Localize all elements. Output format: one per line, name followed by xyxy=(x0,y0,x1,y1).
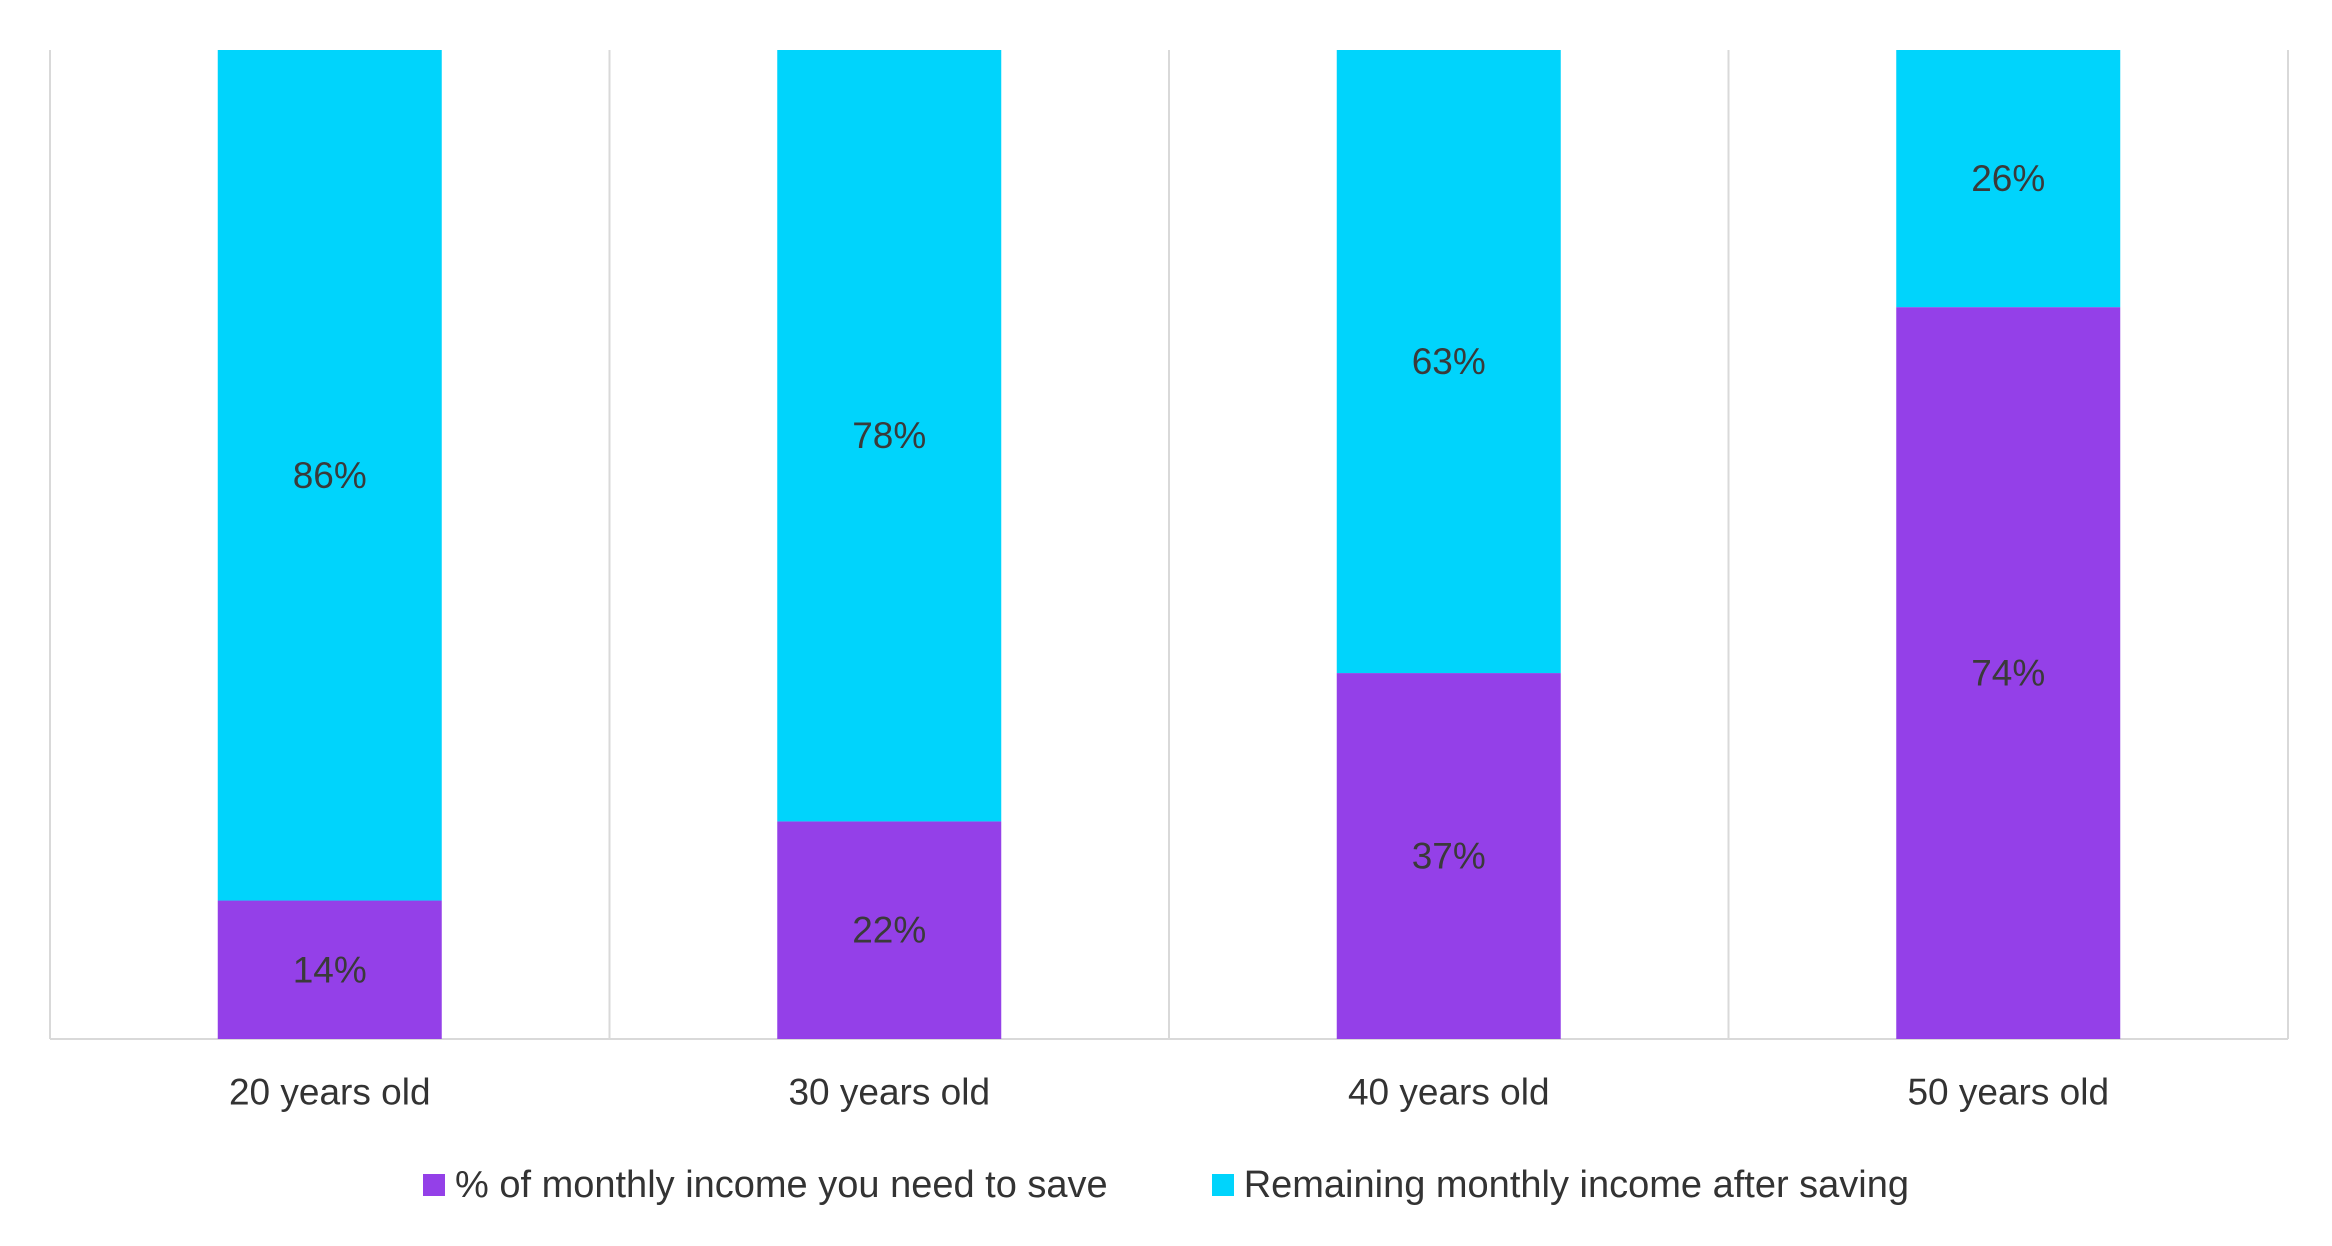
data-label: 22% xyxy=(852,910,926,951)
legend-swatch xyxy=(1211,1174,1234,1196)
data-label: 86% xyxy=(293,455,367,496)
data-labels: 14% 86% 22% 78% 37% 63% 74% 26% xyxy=(293,158,2046,990)
x-tick-label: 30 years old xyxy=(788,1072,990,1113)
bar-segment-save-1 xyxy=(217,900,442,1039)
legend-label: Remaining monthly income after saving xyxy=(1243,1163,1910,1206)
bar-segment-remaining-2 xyxy=(777,50,1002,822)
data-label: 78% xyxy=(852,415,926,456)
data-label: 63% xyxy=(1412,341,1486,382)
legend-swatch xyxy=(422,1174,445,1196)
data-label: 74% xyxy=(1971,653,2045,694)
legend-item: Remaining monthly income after saving xyxy=(1211,1163,1910,1207)
bar-segment-remaining-3 xyxy=(1336,50,1561,674)
bar-segment-save-4 xyxy=(1896,307,2121,1039)
bar-segment-remaining-1 xyxy=(217,50,442,901)
legend: % of monthly income you need to save Rema… xyxy=(0,1157,2332,1213)
bar-segment-remaining-4 xyxy=(1896,50,2121,308)
x-tick-label: 50 years old xyxy=(1907,1072,2109,1113)
x-tick-label: 20 years old xyxy=(229,1072,431,1113)
bars xyxy=(217,50,2121,1039)
bar-segment-save-3 xyxy=(1336,673,1561,1039)
data-label: 14% xyxy=(293,949,367,990)
legend-label: % of monthly income you need to save xyxy=(454,1163,1108,1206)
bar-segment-save-2 xyxy=(777,821,1002,1039)
data-label: 26% xyxy=(1971,158,2045,199)
legend-item: % of monthly income you need to save xyxy=(422,1163,1108,1207)
x-axis-tick-labels: 20 years old 30 years old 40 years old 50 y… xyxy=(229,1072,2109,1113)
data-label: 37% xyxy=(1412,836,1486,877)
x-tick-label: 40 years old xyxy=(1348,1072,1550,1113)
